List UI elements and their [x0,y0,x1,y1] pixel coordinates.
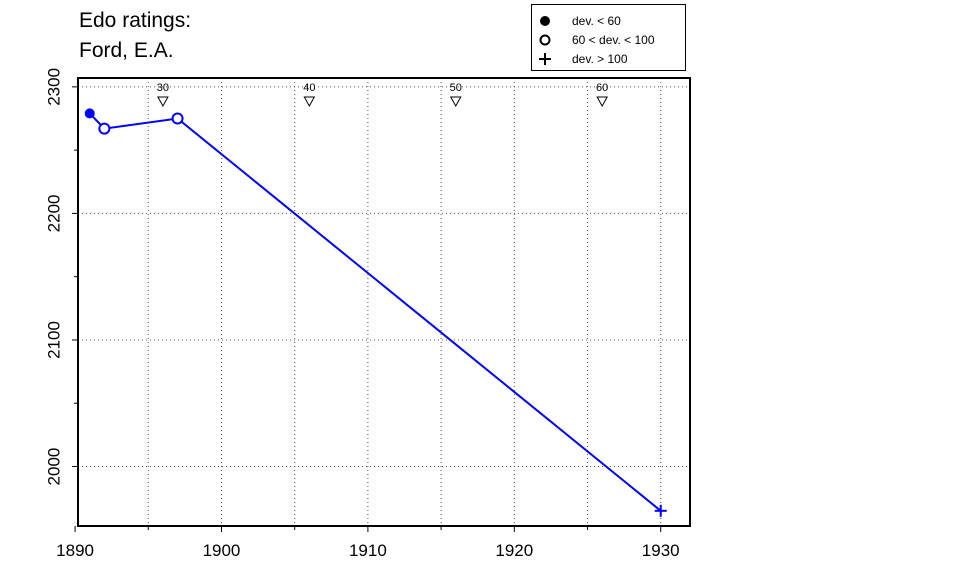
age-marker-label: 60 [596,82,608,94]
legend-label: dev. < 60 [572,14,621,28]
plot-frame [77,77,691,527]
x-tick-label: 1930 [642,541,680,560]
plus-icon [539,53,551,65]
age-marker-triangle [596,96,609,108]
y-tick-label: 2300 [45,68,64,106]
age-marker-triangle [157,96,169,108]
y-tick-label: 2200 [45,194,64,232]
y-tick-label: 2100 [45,321,64,359]
legend-item-mid-dev: 60 < dev. < 100 [532,31,685,49]
legend-item-low-dev: dev. < 60 [532,12,685,30]
age-marker-label: 30 [157,82,169,94]
data-point-filled [84,108,95,119]
x-tick-label: 1920 [495,541,533,560]
legend-label: dev. > 100 [572,52,628,66]
rating-line [88,112,662,512]
open-circle-icon [539,34,551,46]
age-marker-label: 40 [303,82,315,94]
chart-title-line-1: Edo ratings: [79,9,192,32]
data-point-plus [654,504,667,517]
data-point-open [98,122,111,135]
x-tick-label: 1900 [203,541,241,560]
data-point-open [171,112,184,125]
filled-circle-icon [540,16,550,26]
age-marker-triangle [303,96,316,108]
chart-title-line-2: Ford, E.A. [79,39,174,62]
y-tick-label: 2000 [45,448,64,486]
legend-item-high-dev: dev. > 100 [532,50,685,68]
age-marker-triangle [449,96,462,108]
legend: dev. < 60 60 < dev. < 100 dev. > 100 [531,4,686,71]
legend-label: 60 < dev. < 100 [572,33,655,47]
age-marker-label: 50 [450,82,462,94]
x-tick-label: 1890 [56,541,94,560]
x-tick-label: 1910 [349,541,387,560]
